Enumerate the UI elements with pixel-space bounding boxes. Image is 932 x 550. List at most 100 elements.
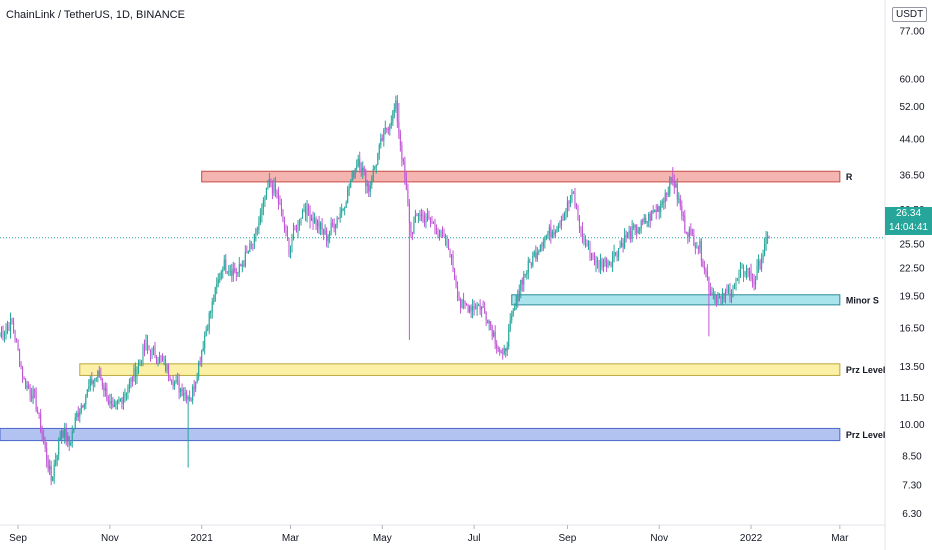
candle-body xyxy=(22,366,24,378)
candle-body xyxy=(478,304,480,306)
candle-body xyxy=(452,254,454,270)
candle-body xyxy=(423,215,425,223)
candle-body xyxy=(593,258,596,265)
candle-body xyxy=(58,439,60,456)
candle-body xyxy=(428,215,430,218)
candle-body xyxy=(241,264,243,267)
candle-body xyxy=(499,349,501,352)
candle-body xyxy=(2,331,4,337)
y-tick-label: 60.00 xyxy=(899,75,924,86)
candle-body xyxy=(466,304,468,306)
candle-body xyxy=(131,378,133,382)
candle-body xyxy=(89,378,91,387)
candle-body xyxy=(533,252,535,256)
candle-body xyxy=(756,266,758,280)
candle-body xyxy=(255,229,257,235)
candle-body xyxy=(441,230,444,236)
candle-body xyxy=(619,246,621,249)
candle-body xyxy=(390,122,392,125)
candle-body xyxy=(240,264,242,267)
candle-body xyxy=(213,301,215,302)
candle-body xyxy=(615,252,617,256)
candle-body xyxy=(568,201,570,204)
candle-body xyxy=(733,283,736,289)
candle-body xyxy=(283,221,285,229)
candle-body xyxy=(143,346,146,351)
zone-3 xyxy=(0,427,841,442)
candle-body xyxy=(493,332,495,337)
candle-body xyxy=(101,379,103,386)
candle-body xyxy=(688,229,690,237)
candle-body xyxy=(225,259,227,272)
candle-body xyxy=(622,242,624,248)
candle-body xyxy=(172,382,174,387)
candle-body xyxy=(551,232,553,238)
candle-body xyxy=(464,301,466,305)
candle-body xyxy=(660,203,662,212)
candle-body xyxy=(347,188,349,203)
candle-body xyxy=(494,332,496,344)
candle-body xyxy=(301,210,304,219)
candle-body xyxy=(41,431,43,437)
candle-body xyxy=(514,306,516,311)
candle-body xyxy=(359,158,361,169)
candle-body xyxy=(140,361,143,363)
candle-body xyxy=(277,192,279,203)
candle-body xyxy=(67,436,69,442)
candle-body xyxy=(88,386,90,390)
candle-body xyxy=(521,279,523,285)
candle-body xyxy=(601,259,603,268)
candle-body xyxy=(16,339,18,341)
candle-body xyxy=(250,243,252,245)
candle-body xyxy=(402,159,404,162)
candle-body xyxy=(392,110,394,123)
candle-body xyxy=(259,214,261,224)
candle-body xyxy=(386,127,388,130)
candle-body xyxy=(523,273,525,285)
candle-body xyxy=(327,235,329,241)
candle-body xyxy=(121,399,123,404)
candle-body xyxy=(34,389,36,392)
candle-body xyxy=(633,226,635,228)
candle-body xyxy=(502,353,504,354)
candle-body xyxy=(246,252,248,254)
candle-body xyxy=(547,234,549,236)
candle-body xyxy=(318,221,320,230)
candle-body xyxy=(661,201,663,204)
candle-body xyxy=(38,413,40,415)
candle-body xyxy=(300,218,302,224)
candle-body xyxy=(393,109,395,111)
candle-body xyxy=(444,235,447,245)
candle-body xyxy=(166,365,168,371)
candle-body xyxy=(267,186,269,188)
candle-body xyxy=(559,225,561,227)
candle-body xyxy=(220,271,222,279)
candle-body xyxy=(226,271,228,273)
candle-body xyxy=(491,325,493,337)
candle-body xyxy=(202,348,204,351)
candle-body xyxy=(280,204,282,211)
candle-body xyxy=(165,359,167,371)
candles xyxy=(0,94,770,486)
candle-body xyxy=(636,224,638,233)
x-tick-label: 2022 xyxy=(740,533,763,544)
candle-body xyxy=(19,349,21,365)
currency-unit-button[interactable]: USDT xyxy=(892,7,928,22)
candle-body xyxy=(32,389,34,400)
candle-body xyxy=(247,252,249,253)
candle-body xyxy=(201,350,203,363)
candle-body xyxy=(538,251,540,253)
candle-body xyxy=(732,288,734,293)
candle-body xyxy=(265,187,267,200)
candle-body xyxy=(609,262,611,264)
candle-body xyxy=(216,284,218,288)
candle-body xyxy=(118,400,120,403)
candle-body xyxy=(624,235,626,248)
candle-body xyxy=(214,287,216,302)
y-tick-label: 36.50 xyxy=(899,170,924,181)
candle-body xyxy=(449,249,451,258)
candle-body xyxy=(29,388,31,396)
candle-body xyxy=(271,186,273,194)
candle-body xyxy=(455,278,457,287)
